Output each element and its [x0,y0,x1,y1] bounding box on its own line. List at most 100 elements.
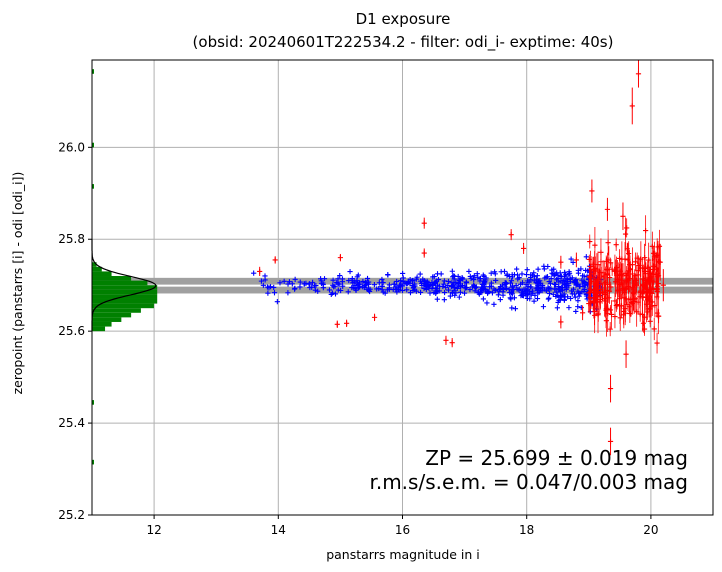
rejected-point [449,340,455,346]
used-point [301,281,307,287]
used-point [583,254,589,260]
point-marker [624,246,630,252]
point-marker [575,304,581,310]
point-marker [410,277,416,284]
rejected-point [624,225,630,231]
point-marker [579,289,585,295]
used-point [583,267,589,273]
point-marker [334,279,340,286]
rejected-point [607,386,614,392]
rejected-point [634,309,640,315]
point-marker [281,278,287,284]
histogram-bar [92,308,141,313]
used-point [470,282,477,288]
point-marker [529,272,536,278]
used-point [524,267,530,273]
used-point [427,281,433,288]
point-marker [562,269,568,275]
point-marker [545,296,551,302]
point-marker [546,295,552,301]
point-marker [570,259,576,266]
used-point [548,275,554,282]
used-point [441,297,447,303]
rejected-point [624,246,630,252]
used-point [489,290,496,296]
used-point [467,286,473,293]
used-point [500,289,506,295]
x-tick-label: 12 [146,523,161,537]
point-marker [569,275,575,281]
point-marker [456,280,462,286]
point-marker [491,286,497,292]
used-point [417,271,423,277]
rejected-point [646,275,653,281]
point-marker [366,279,372,285]
point-marker [492,271,498,277]
used-point [513,282,519,289]
rejected-point [591,298,597,305]
point-marker [467,286,473,293]
used-point [371,282,378,288]
point-marker [449,290,456,296]
point-marker [643,227,649,234]
point-marker [384,287,390,293]
used-point [355,272,361,278]
rejected-point [443,337,449,343]
used-point [508,296,514,302]
histogram-bar [92,289,158,295]
rejected-point [642,255,648,261]
used-point [508,278,515,284]
point-marker [266,285,272,291]
point-marker [335,287,341,293]
used-point [312,287,318,293]
point-marker [292,285,298,291]
point-marker [362,282,368,289]
point-marker [337,255,343,261]
point-marker [534,295,541,302]
point-marker [619,277,625,283]
used-point [483,287,489,293]
used-point [456,294,462,300]
point-marker [614,288,621,294]
point-marker [292,276,298,282]
used-point [331,284,337,290]
point-marker [421,220,427,226]
point-marker [495,292,501,298]
used-point [412,281,418,287]
histogram-bar [92,69,94,74]
used-point [353,287,359,293]
used-point [509,274,516,280]
rejected-point [631,282,638,289]
rejected-point [647,318,653,324]
point-marker [309,279,316,285]
point-marker [550,291,556,297]
point-marker [482,278,488,285]
point-marker [398,282,404,288]
used-point [405,279,411,286]
used-point [480,296,486,302]
point-marker [376,285,382,292]
rejected-point [634,255,640,261]
y-tick-label: 25.8 [58,232,85,246]
point-marker [483,287,489,293]
used-point [449,290,456,296]
point-marker [523,271,530,278]
used-point [407,290,414,296]
rejected-point [630,290,636,296]
rejected-point [573,257,579,263]
point-marker [443,337,449,343]
point-marker [586,300,592,307]
x-tick-label: 16 [395,523,410,537]
point-marker [608,260,614,266]
rejected-point [644,289,650,295]
point-marker [438,271,444,277]
point-marker [612,313,618,320]
used-point [563,278,569,285]
point-marker [637,265,643,271]
point-marker [467,273,473,280]
used-point [573,282,579,288]
point-marker [607,307,613,313]
point-marker [634,309,640,315]
chart-title: D1 exposure [356,10,451,28]
used-point [545,284,551,290]
